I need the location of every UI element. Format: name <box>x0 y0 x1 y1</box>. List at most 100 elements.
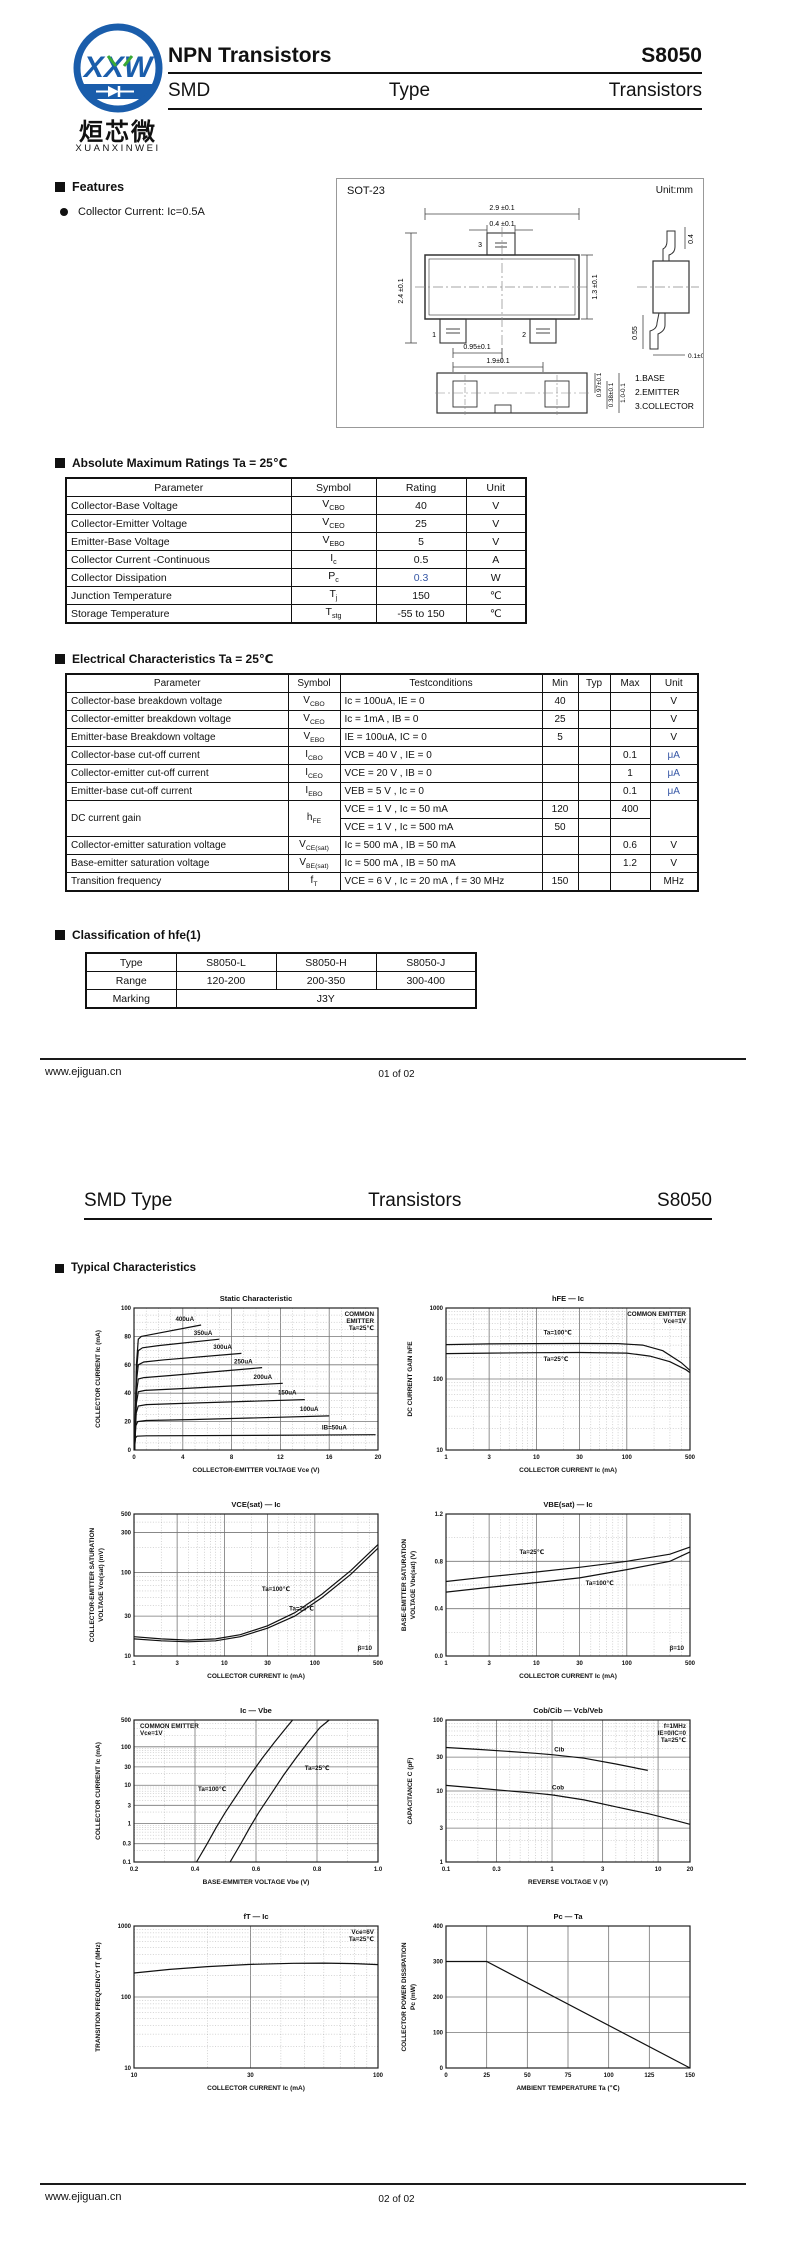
column-header: Min <box>541 673 579 693</box>
dim-lead-top: 0.4 <box>688 234 695 244</box>
section-square-icon <box>55 930 65 940</box>
x-tick-label: 0.6 <box>252 1867 261 1873</box>
table-row: Collector-emitter cut-off current ICEO VCE… <box>65 764 699 783</box>
chart-svg: 1 3 10 30 100 500 0.0 0.4 0.8 1.2 VBE(sat) — Ic COL… <box>401 1500 696 1680</box>
x-tick-label: 0.2 <box>130 1867 139 1873</box>
table-cell: V <box>465 514 527 533</box>
abs-max-table: Parameter Symbol Rating Unit Collector-Base … <box>65 477 527 624</box>
table-cell: V <box>465 532 527 551</box>
y-tick-label: 0.3 <box>123 1842 132 1848</box>
y-axis-label: TRANSITION FREQUENCY fT (MHz) <box>95 1942 102 2052</box>
series-label: Ta=100℃ <box>586 1580 615 1587</box>
chart-annotation: IE=0/IC=0 <box>658 1730 687 1737</box>
table-cell: 40 <box>541 692 579 711</box>
table-cell: Ic = 100uA, IE = 0 <box>339 692 543 711</box>
table-cell: V <box>649 854 699 873</box>
table-cell: VCE(sat) <box>287 836 341 855</box>
dim-pin-width: 0.4 ±0.1 <box>489 221 514 228</box>
table-cell: W <box>465 568 527 587</box>
y-axis-label: CAPACITANCE C (pF) <box>407 1758 414 1825</box>
y-tick-label: 100 <box>433 2031 444 2037</box>
x-tick-label: 0.3 <box>492 1867 501 1873</box>
chart-annotation: COMMON EMITTER <box>140 1723 199 1730</box>
table-row: Storage Temperature Tstg -55 to 150 ℃ <box>65 604 527 624</box>
page2-header-right: S8050 <box>657 1190 712 1211</box>
y-tick-label: 10 <box>436 1448 443 1454</box>
table-cell: fT <box>287 872 341 892</box>
column-header: Symbol <box>287 673 341 693</box>
table-cell <box>649 800 699 837</box>
x-axis-label: COLLECTOR CURRENT Ic (mA) <box>207 1673 305 1680</box>
column-header: Max <box>609 673 651 693</box>
table-cell: 25 <box>375 514 467 533</box>
series-label: Ta=25℃ <box>289 1606 314 1613</box>
table-cell <box>577 764 611 783</box>
table-row: Emitter-base cut-off current IEBO VEB = 5 … <box>65 782 699 801</box>
chart-title: hFE — Ic <box>552 1294 584 1303</box>
chart-ft-vs-ic: 10 30 100 10 100 1000 fT — Ic COLLECTOR CURRENT… <box>88 1910 388 2106</box>
table-cell: Collector-Base Voltage <box>65 496 292 515</box>
table-row: Base-emitter saturation voltage VBE(sat) I… <box>65 854 699 873</box>
chart-annotation: Vce=6V <box>351 1929 374 1936</box>
footer-website[interactable]: www.ejiguan.cn <box>45 1066 122 1078</box>
y-tick-label: 80 <box>124 1334 131 1340</box>
y-tick-label: 1 <box>440 1860 444 1866</box>
x-tick-label: 30 <box>576 1455 583 1461</box>
doc-title: NPN Transistors <box>168 44 332 67</box>
series-label: 150uA <box>278 1390 297 1397</box>
table-cell: V <box>649 836 699 855</box>
y-tick-label: 10 <box>436 1789 443 1795</box>
table-cell <box>577 728 611 747</box>
table-cell <box>577 818 611 837</box>
y-tick-label: 100 <box>121 1745 132 1751</box>
table-cell: V <box>465 496 527 515</box>
chart-annotation: Vce=1V <box>140 1730 163 1737</box>
x-axis-label: COLLECTOR CURRENT Ic (mA) <box>519 1673 617 1680</box>
table-cell: Collector Current -Continuous <box>65 550 292 569</box>
series-Cib <box>445 1746 648 1771</box>
y-tick-label: 1 <box>128 1822 132 1828</box>
package-name: SOT-23 <box>347 185 385 197</box>
package-drawing: 2.9 ±0.1 0.4 ±0.1 3 <box>398 205 710 415</box>
table-row: Emitter-Base Voltage VEBO 5 V <box>65 532 527 551</box>
table-cell <box>609 872 651 892</box>
x-tick-label: 3 <box>175 1661 179 1667</box>
dim-bottom-h2: 0.38±0.1 <box>608 382 615 407</box>
chart-svg: 0.1 0.3 1 3 10 20 1 3 10 30 100 Cob/Cib — Vcb/Veb RE… <box>407 1706 694 1886</box>
table-cell: S8050-L <box>175 952 277 972</box>
pin-legend-collector: 3.COLLECTOR <box>635 401 694 411</box>
table-cell: 1 <box>609 764 651 783</box>
y-tick-label: 0.4 <box>435 1607 444 1613</box>
table-row: Collector-emitter breakdown voltage VCEO I… <box>65 710 699 729</box>
series-Pc <box>446 1960 691 2069</box>
table-row: DC current gain hFE VCE = 1 V , Ic = 50 mA… <box>65 800 699 837</box>
table-cell: 40 <box>375 496 467 515</box>
x-axis-label: COLLECTOR CURRENT Ic (mA) <box>207 2085 305 2092</box>
x-tick-label: 3 <box>487 1661 491 1667</box>
y-tick-label: 500 <box>121 1718 132 1724</box>
company-logo: XXW <box>72 22 164 119</box>
table-cell: -55 to 150 <box>375 604 467 624</box>
table-header-row: Parameter Symbol Testconditions Min Typ Max Un… <box>65 673 699 693</box>
typical-characteristics-heading: Typical Characteristics <box>55 1262 196 1274</box>
x-axis-label: REVERSE VOLTAGE V (V) <box>528 1879 608 1886</box>
y-tick-label: 0.0 <box>435 1654 444 1660</box>
chart-svg: 1 3 10 30 100 500 10 30 100 300 500 VCE(sat) — Ic CO… <box>89 1500 384 1680</box>
y-tick-label: 30 <box>436 1755 443 1761</box>
chart-svg: 0 25 50 75 100 125 150 0 100 200 300 400 Pc — Ta AMBI… <box>401 1912 696 2092</box>
y-tick-label: 300 <box>121 1531 132 1537</box>
pin-legend-base: 1.BASE <box>635 373 665 383</box>
table-row: Collector Current -Continuous Ic 0.5 A <box>65 550 527 569</box>
footer-website[interactable]: www.ejiguan.cn <box>45 2191 122 2203</box>
chart-title: Static Characteristic <box>220 1294 293 1303</box>
chart-capacitance-vs-voltage: 0.1 0.3 1 3 10 20 1 3 10 30 100 Cob/Cib — Vcb/Veb RE… <box>400 1704 700 1900</box>
features-heading: Features <box>55 180 124 194</box>
table-cell: VCE = 6 V , Ic = 20 mA , f = 30 MHz <box>339 872 543 892</box>
table-cell <box>541 746 579 765</box>
x-tick-label: 500 <box>685 1455 696 1461</box>
dim-pin-span: 1.9±0.1 <box>486 358 509 365</box>
abs-max-heading: Absolute Maximum Ratings Ta = 25℃ <box>55 456 287 470</box>
column-header: Parameter <box>65 673 289 693</box>
table-cell <box>577 872 611 892</box>
